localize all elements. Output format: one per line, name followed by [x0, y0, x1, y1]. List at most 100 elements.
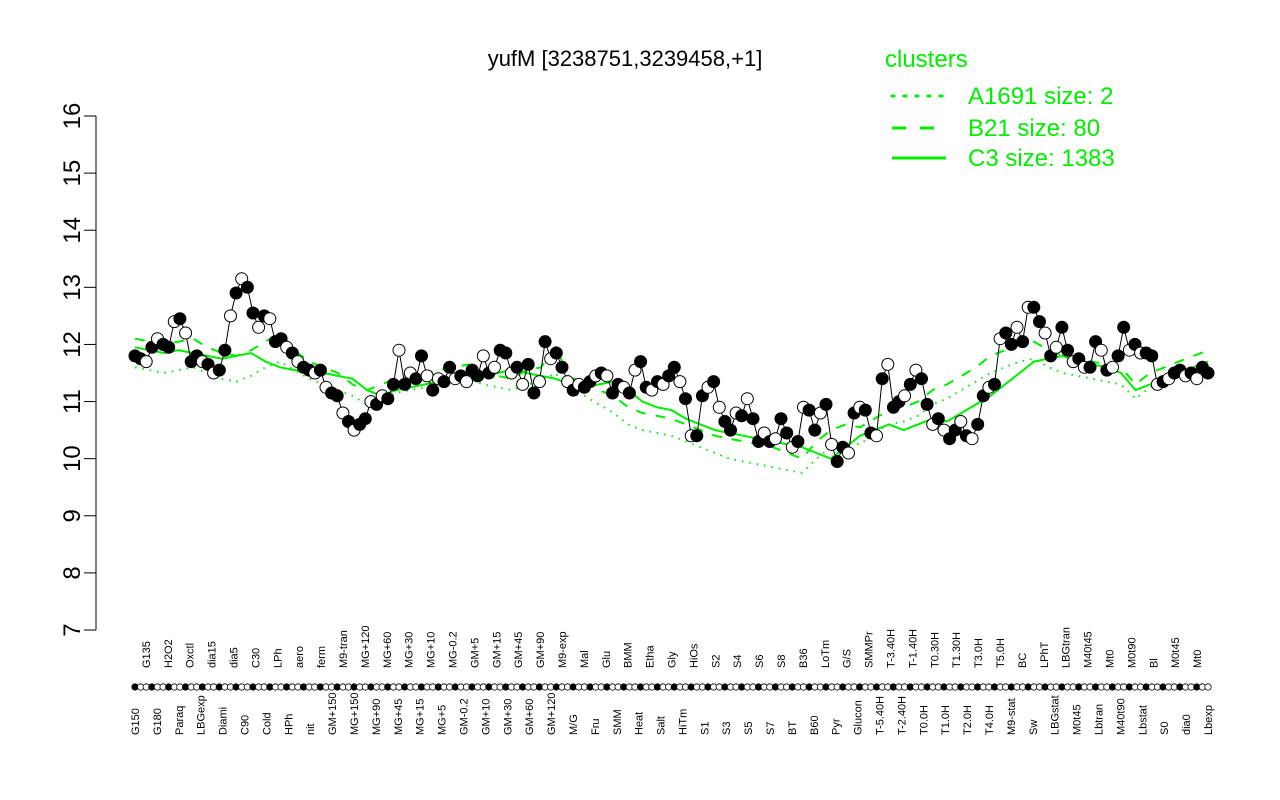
data-point — [381, 392, 395, 406]
data-point — [825, 437, 839, 451]
data-point — [426, 383, 440, 397]
x-tick-label: T5.0H — [995, 638, 1007, 668]
data-point — [488, 360, 501, 374]
x-tick-label: LoTm — [820, 640, 832, 668]
legend-title: clusters — [885, 46, 968, 73]
x-tick-label: S1 — [699, 722, 711, 735]
x-tick-label: MG+150 — [349, 693, 361, 736]
y-tick-label: 15 — [59, 160, 86, 187]
x-tick-label: T0.30H — [929, 632, 941, 668]
x-tick-label: M40t90 — [1115, 698, 1127, 735]
x-tick-label: dia15 — [207, 641, 219, 668]
data-point — [313, 363, 327, 377]
data-point — [521, 357, 535, 371]
x-tick-label: GM+5 — [469, 638, 481, 668]
data-point — [673, 375, 687, 389]
x-tick-label: M/G — [568, 714, 580, 735]
x-tick-label: SMM — [612, 709, 624, 735]
y-tick-label: 10 — [59, 445, 86, 472]
x-tick-label: G180 — [152, 708, 164, 735]
data-point — [903, 377, 917, 391]
x-tick-label: MG+60 — [382, 632, 394, 668]
data-point — [1111, 349, 1125, 363]
x-tick-label: T-1.40H — [907, 629, 919, 668]
x-tick-label: MG-0.2 — [448, 631, 460, 668]
data-point — [1201, 366, 1215, 380]
x-tick-label: Glucon — [853, 700, 865, 735]
x-tick-label: Lbstat — [1137, 705, 1149, 735]
x-tick-label: G150 — [130, 708, 142, 735]
y-tick-label: 16 — [59, 103, 86, 130]
x-tick-label: C90 — [239, 715, 251, 735]
data-point — [1061, 343, 1075, 357]
x-tick-label: S3 — [721, 722, 733, 735]
data-point — [881, 357, 895, 371]
data-point — [443, 360, 457, 374]
data-point — [780, 426, 794, 440]
data-point — [549, 346, 563, 360]
data-point — [555, 360, 569, 374]
x-tick-label: ferm — [316, 646, 328, 668]
x-tick-label: GM+150 — [327, 693, 339, 736]
data-point — [1016, 335, 1030, 349]
data-point — [965, 432, 979, 446]
x-tick-label: T2.0H — [962, 705, 974, 735]
x-tick-label: HiOs — [688, 643, 700, 668]
data-point — [510, 360, 524, 374]
data-point — [600, 369, 614, 383]
data-point — [1027, 300, 1041, 314]
legend: clusters A1691 size: 2 B21 size: 80 C3 s… — [885, 46, 1115, 172]
data-point — [735, 409, 749, 423]
data-point — [139, 355, 153, 369]
y-tick-label: 11 — [59, 389, 86, 414]
data-point — [858, 403, 872, 417]
x-tick-label: S6 — [754, 655, 766, 668]
x-tick-label: MG+10 — [426, 632, 438, 668]
x-tick-label: G/S — [842, 649, 854, 668]
data-point — [622, 386, 636, 400]
x-tick-label: Pyr — [831, 718, 843, 735]
x-tick-label: GM+60 — [524, 699, 536, 735]
x-tick-label: T1.30H — [951, 632, 963, 668]
data-point — [516, 377, 530, 391]
x-tick-label: aero — [294, 646, 306, 668]
x-tick-label: GM+120 — [546, 693, 558, 736]
x-tick-label: B60 — [809, 715, 821, 735]
x-tick-label: H2O2 — [163, 639, 175, 668]
data-point — [392, 343, 406, 357]
x-tick-label: GM+15 — [491, 632, 503, 668]
legend-label-a1691: A1691 size: 2 — [968, 83, 1113, 110]
x-tick-label: GM+10 — [480, 699, 492, 735]
data-point — [791, 435, 805, 448]
x-tick-label: Lbtran — [1094, 704, 1106, 735]
x-tick-label: T-2.40H — [896, 696, 908, 735]
x-tick-label: MG+5 — [437, 705, 449, 735]
data-point — [1010, 320, 1024, 334]
x-tick-label: Oxctl — [185, 643, 197, 668]
x-tick-label: C30 — [250, 648, 262, 668]
y-tick-label: 14 — [59, 217, 86, 244]
x-tick-label: GM+90 — [535, 632, 547, 668]
data-point — [842, 446, 855, 460]
x-tick-label: nit — [305, 723, 317, 735]
data-point — [1049, 340, 1063, 354]
data-point — [533, 375, 546, 389]
data-point — [875, 372, 889, 386]
legend-label-b21: B21 size: 80 — [968, 115, 1100, 142]
data-point — [802, 403, 816, 417]
x-tick-label: T-5.40H — [875, 696, 887, 735]
x-tick-label: LPhT — [1039, 641, 1051, 668]
data-point — [179, 326, 193, 340]
y-tick-label: 12 — [59, 331, 86, 358]
data-point — [460, 375, 473, 389]
x-tick-label: SMMPr — [864, 631, 876, 668]
cluster-b21-line — [134, 331, 1209, 460]
x-tick-label: Etha — [645, 644, 657, 668]
data-point — [386, 377, 400, 391]
x-tick-label: dia5 — [229, 647, 241, 668]
x-tick-label: LBGstat — [1050, 695, 1062, 735]
x-tick-label: HPh — [283, 714, 295, 735]
data-point — [1145, 349, 1159, 363]
x-tick-label: Cold — [261, 712, 273, 735]
data-point — [1038, 326, 1052, 340]
